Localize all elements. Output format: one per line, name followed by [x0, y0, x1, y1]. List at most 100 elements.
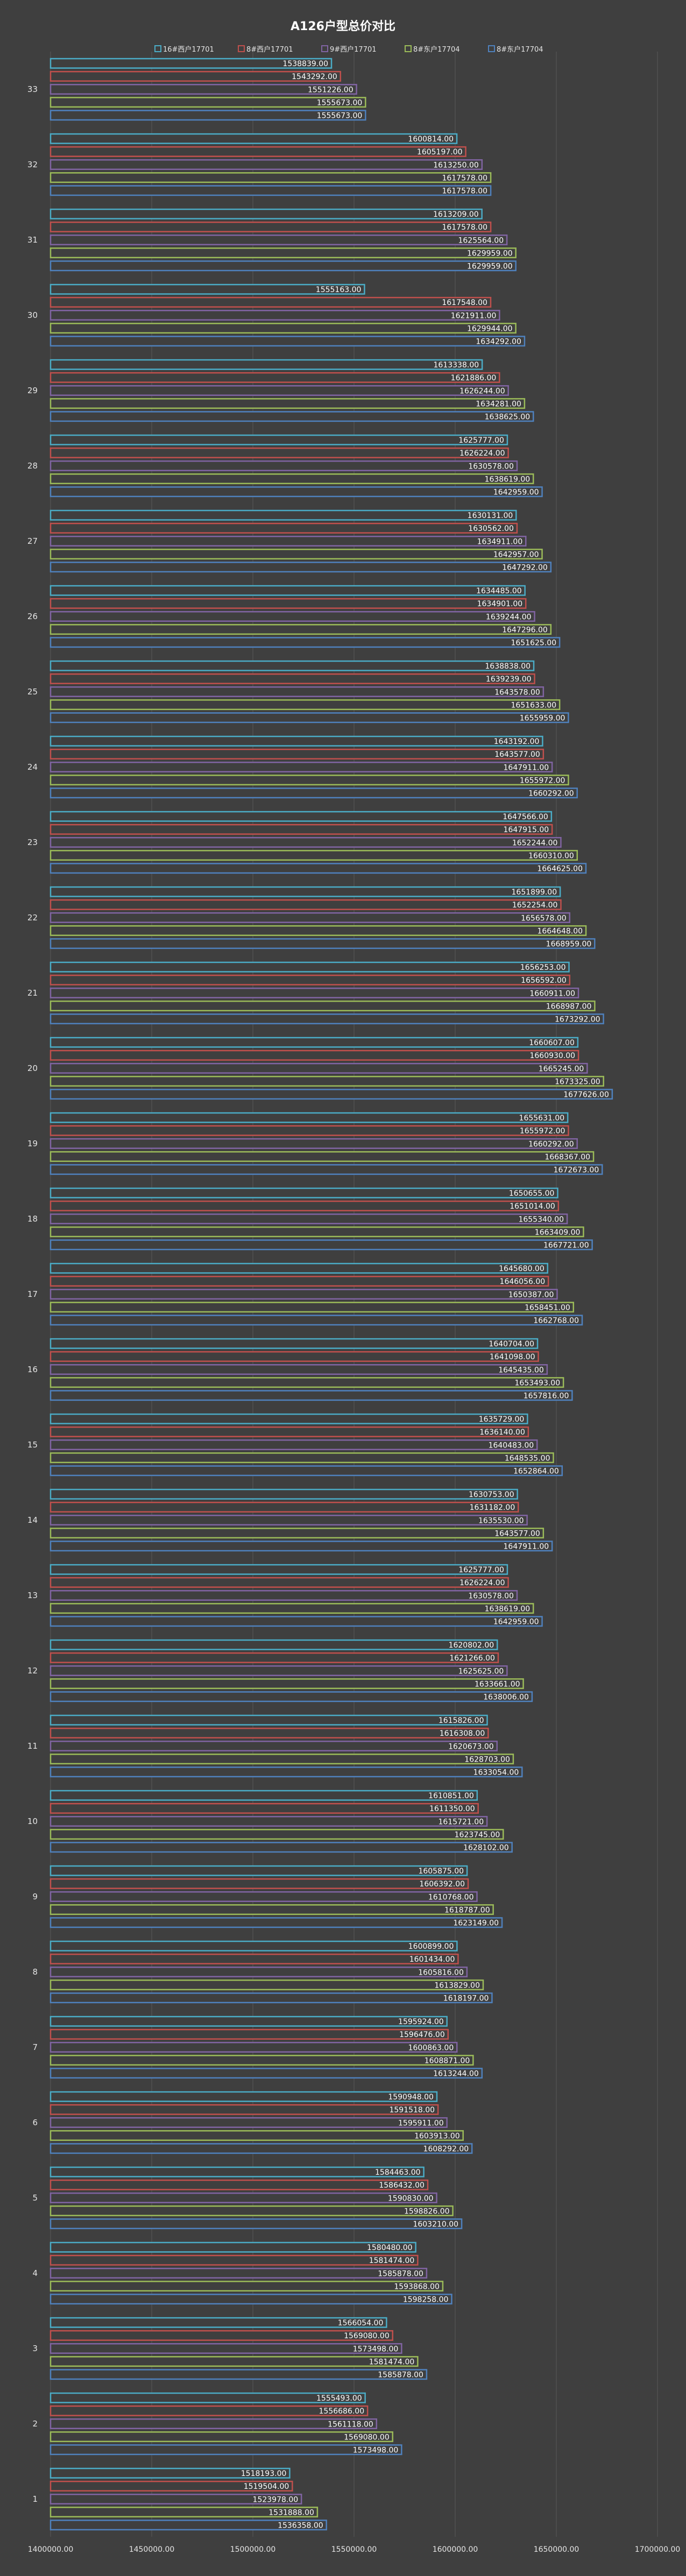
data-label: 1625625.00 — [458, 1667, 504, 1676]
bar — [49, 522, 518, 534]
data-label: 1621911.00 — [451, 311, 497, 320]
category-label: 11 — [27, 1741, 38, 1751]
data-label: 1610768.00 — [428, 1893, 474, 1901]
bar — [49, 2494, 302, 2504]
data-label: 1613338.00 — [434, 361, 479, 370]
x-tick-label: 1700000.00 — [635, 2545, 681, 2554]
category-label: 5 — [32, 2193, 38, 2203]
bar — [49, 1790, 478, 1801]
category-label: 14 — [27, 1515, 38, 1525]
bar — [49, 961, 570, 973]
bar — [49, 686, 544, 697]
bar — [49, 310, 500, 321]
data-label: 1596476.00 — [399, 2031, 445, 2039]
bar — [49, 1214, 568, 1224]
bar — [49, 1200, 560, 1211]
bar — [49, 172, 492, 183]
bar — [49, 2028, 449, 2040]
bar — [49, 637, 561, 648]
data-label: 1658451.00 — [525, 1303, 570, 1312]
bar — [49, 1501, 519, 1513]
data-label: 1630753.00 — [469, 1491, 514, 1499]
data-label: 1660930.00 — [529, 1052, 575, 1060]
bar — [49, 185, 492, 196]
data-label: 1566054.00 — [338, 2319, 384, 2327]
data-label: 1606392.00 — [419, 1880, 465, 1889]
data-label: 1662768.00 — [533, 1316, 579, 1325]
data-label: 1617578.00 — [442, 174, 487, 182]
data-label: 1638619.00 — [485, 475, 531, 484]
category-label: 19 — [27, 1139, 38, 1148]
category-label: 29 — [27, 386, 38, 395]
bar — [49, 486, 543, 498]
data-label: 1610851.00 — [428, 1792, 474, 1800]
data-label: 1628102.00 — [463, 1843, 509, 1852]
bar — [49, 611, 535, 622]
data-label: 1611350.00 — [429, 1805, 475, 1813]
data-label: 1643577.00 — [494, 1529, 540, 1538]
data-label: 1556686.00 — [319, 2407, 365, 2416]
bar — [49, 585, 526, 596]
bar — [49, 712, 569, 723]
data-label: 1651633.00 — [511, 701, 557, 709]
data-label: 1641098.00 — [490, 1353, 535, 1361]
bar — [49, 2091, 438, 2102]
bar — [49, 1691, 533, 1702]
data-label: 1634292.00 — [476, 337, 521, 346]
category-label: 24 — [27, 762, 38, 772]
data-label: 1639239.00 — [486, 675, 532, 684]
data-label: 1655340.00 — [518, 1215, 564, 1224]
category-label: 26 — [27, 612, 38, 621]
bar — [49, 473, 534, 485]
bar — [49, 660, 535, 671]
bar — [49, 912, 570, 923]
data-label: 1634901.00 — [477, 600, 523, 608]
bar — [49, 359, 483, 370]
data-label: 1581474.00 — [369, 2256, 415, 2265]
bar — [49, 509, 517, 521]
bar — [49, 1590, 518, 1601]
bar — [49, 336, 526, 347]
legend-label: 8#西户17701 — [246, 45, 293, 54]
bar — [49, 1616, 543, 1627]
bar — [49, 447, 509, 458]
category-label: 12 — [27, 1666, 38, 1676]
data-label: 1618197.00 — [443, 1994, 489, 2003]
category-label: 33 — [27, 84, 38, 94]
bar — [49, 1741, 498, 1751]
bar — [49, 1037, 579, 1048]
category-label: 28 — [27, 461, 38, 471]
category-label: 10 — [27, 1816, 38, 1826]
bar — [49, 536, 527, 547]
bar — [49, 1917, 503, 1928]
bar — [49, 1426, 529, 1437]
bar — [49, 562, 552, 573]
data-label: 1660607.00 — [529, 1039, 575, 1047]
data-label: 1621266.00 — [449, 1654, 495, 1663]
data-label: 1620802.00 — [449, 1641, 494, 1650]
bar — [49, 2068, 483, 2079]
bar — [49, 1187, 558, 1198]
data-label: 1655972.00 — [520, 1127, 565, 1136]
data-label: 1647915.00 — [504, 826, 549, 834]
bar — [49, 1803, 479, 1814]
bar — [49, 1829, 504, 1840]
bar — [49, 1891, 478, 1902]
data-label: 1543292.00 — [292, 73, 337, 81]
bar — [49, 1979, 484, 1991]
legend-swatch — [321, 45, 328, 52]
bar — [49, 260, 517, 272]
data-label: 1643577.00 — [494, 750, 540, 759]
data-label: 1613244.00 — [433, 2069, 479, 2078]
bar — [49, 2467, 291, 2479]
bar — [49, 385, 509, 396]
bar — [49, 1439, 538, 1450]
data-label: 1652244.00 — [512, 839, 558, 847]
data-label: 1605816.00 — [418, 1968, 464, 1977]
data-label: 1635530.00 — [478, 1516, 524, 1525]
data-label: 1603913.00 — [414, 2132, 460, 2140]
bar — [49, 235, 508, 245]
data-label: 1618787.00 — [444, 1906, 490, 1914]
